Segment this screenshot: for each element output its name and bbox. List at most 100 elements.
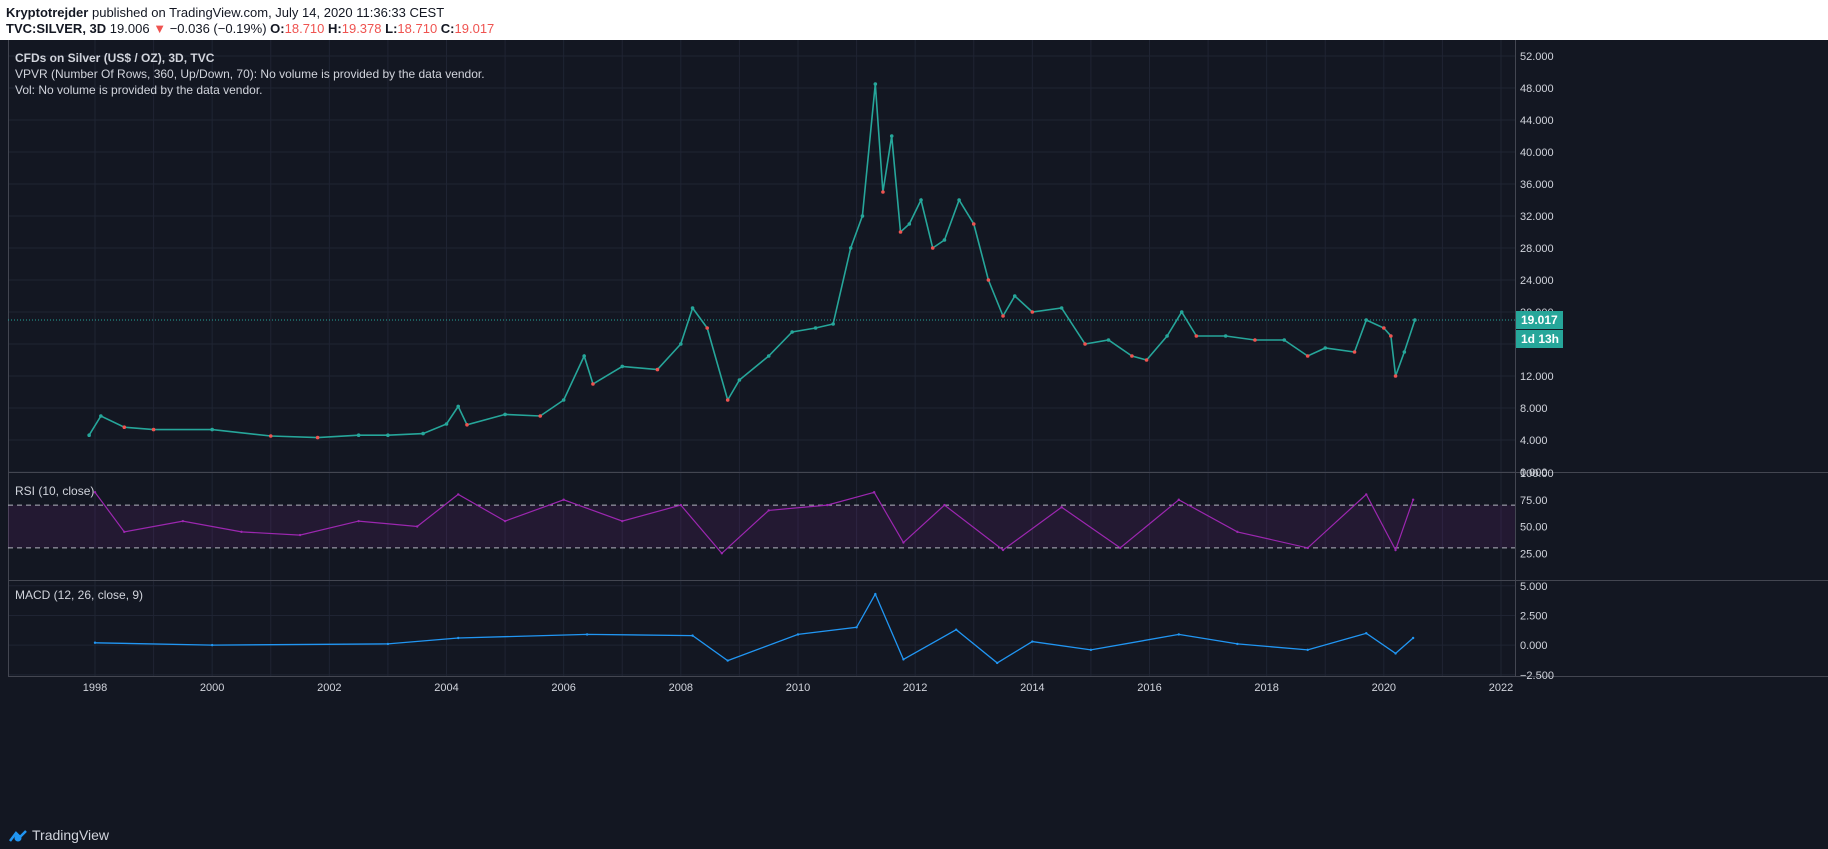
macd-point — [1306, 648, 1309, 652]
rsi-point — [902, 541, 905, 544]
price-point — [1106, 338, 1111, 342]
rsi-point — [1365, 493, 1368, 496]
macd-point — [457, 636, 460, 640]
footer: TradingView — [0, 820, 1828, 849]
macd-tick-label: 0.000 — [1520, 640, 1548, 652]
rsi-point — [562, 498, 565, 501]
price-point — [386, 433, 390, 438]
tradingview-brand[interactable]: TradingView — [32, 827, 110, 843]
rsi-label[interactable]: RSI (10, close) — [15, 484, 95, 498]
published-text: published on TradingView.com, July 14, 2… — [91, 5, 445, 20]
price-point — [591, 382, 595, 386]
macd-point — [1089, 648, 1093, 652]
price-point — [986, 278, 991, 282]
low-value: 18.710 — [397, 21, 438, 36]
vol-label[interactable]: Vol: No volume is provided by the data v… — [15, 83, 263, 97]
close-label: C: — [440, 21, 455, 36]
price-tick-label: 12.000 — [1520, 371, 1554, 383]
price-point — [1165, 334, 1169, 338]
macd-point — [93, 641, 97, 644]
pane-borders — [8, 40, 1828, 677]
rsi-band — [8, 504, 1515, 549]
price-point — [1323, 346, 1328, 350]
header-line-1: Kryptotrejder published on TradingView.c… — [6, 5, 444, 20]
price-point — [356, 433, 361, 438]
last-price: 19.006 — [109, 21, 150, 36]
rsi-tick-label: 50.00 — [1520, 522, 1548, 534]
open-value: 18.710 — [284, 21, 325, 36]
high-label: H: — [328, 21, 342, 36]
price-point — [315, 435, 320, 440]
price-point — [881, 190, 885, 194]
rsi-point — [93, 491, 97, 494]
price-point — [1012, 294, 1017, 298]
high-value: 19.378 — [341, 21, 382, 36]
price-tick-label: 4.000 — [1520, 435, 1548, 447]
price-point — [1364, 318, 1369, 322]
price-point — [790, 330, 794, 334]
rsi-point — [1394, 548, 1397, 552]
price-point — [957, 198, 961, 202]
price-point — [1144, 358, 1149, 362]
rsi-point — [826, 503, 829, 507]
rsi-axis[interactable]: 25.00 50.00 75.00 100.00 — [1520, 468, 1554, 560]
rsi-point — [240, 530, 243, 534]
time-tick-label: 2008 — [669, 682, 693, 694]
macd-point — [954, 628, 958, 631]
price-point — [831, 322, 835, 326]
price-point — [971, 222, 976, 226]
macd-label[interactable]: MACD (12, 26, close, 9) — [15, 588, 144, 602]
macd-axis[interactable]: −2.500 0.000 2.500 5.000 — [1520, 581, 1554, 682]
macd-tick-label: −2.500 — [1520, 670, 1554, 682]
price-point — [1413, 318, 1417, 322]
price-point — [1402, 350, 1407, 354]
price-point — [582, 354, 586, 358]
price-axis[interactable]: 0.0004.0008.00012.00016.00020.00024.0002… — [1520, 51, 1554, 479]
price-point — [1194, 334, 1199, 338]
vpvr-label[interactable]: VPVR (Number Of Rows, 360, Up/Down, 70):… — [15, 67, 485, 81]
time-axis[interactable]: 1998 2000 2002 2004 2006 2008 2010 2012 2014 2016… — [83, 682, 1513, 694]
close-value: 19.017 — [454, 21, 495, 36]
price-point — [1305, 354, 1310, 358]
price-point — [87, 433, 91, 438]
author-name[interactable]: Kryptotrejder — [6, 5, 89, 20]
price-point — [679, 342, 683, 346]
rsi-point — [457, 493, 460, 496]
price-tick-label: 44.000 — [1520, 115, 1554, 127]
time-tick-label: 2014 — [1020, 682, 1044, 694]
rsi-point — [181, 519, 185, 523]
rsi-point — [1177, 498, 1180, 501]
price-point — [1083, 342, 1087, 346]
price-tick-label: 28.000 — [1520, 243, 1554, 255]
macd-point — [386, 642, 390, 646]
price-tick-label: 8.000 — [1520, 403, 1548, 415]
price-point — [538, 414, 543, 418]
macd-point — [796, 633, 800, 636]
price-point — [690, 306, 695, 310]
price-point — [919, 198, 923, 202]
chart-canvas[interactable]: 0.0004.0008.00012.00016.00020.00024.0002… — [0, 40, 1828, 820]
rsi-point — [1060, 506, 1063, 509]
time-tick-label: 2002 — [317, 682, 341, 694]
price-point — [930, 246, 935, 250]
price-point — [1393, 374, 1398, 378]
rsi-tick-label: 25.00 — [1520, 548, 1548, 560]
rsi-point — [1119, 546, 1122, 550]
rsi-point — [1236, 530, 1239, 534]
price-point — [444, 422, 449, 426]
macd-tick-label: 2.500 — [1520, 610, 1548, 622]
price-point — [122, 425, 127, 430]
time-tick-label: 2006 — [551, 682, 575, 694]
rsi-point — [720, 552, 724, 555]
price-point — [942, 238, 947, 242]
macd-line — [94, 592, 1414, 664]
price-point — [848, 246, 853, 250]
macd-point — [855, 626, 858, 629]
price-point — [151, 427, 156, 432]
rsi-point — [298, 533, 302, 537]
price-point — [620, 364, 625, 369]
main-pane-title[interactable]: CFDs on Silver (US$ / OZ), 3D, TVC — [15, 51, 215, 65]
bar-timer-badge — [1516, 330, 1563, 348]
macd-point — [1177, 633, 1180, 636]
price-point — [1389, 334, 1393, 338]
